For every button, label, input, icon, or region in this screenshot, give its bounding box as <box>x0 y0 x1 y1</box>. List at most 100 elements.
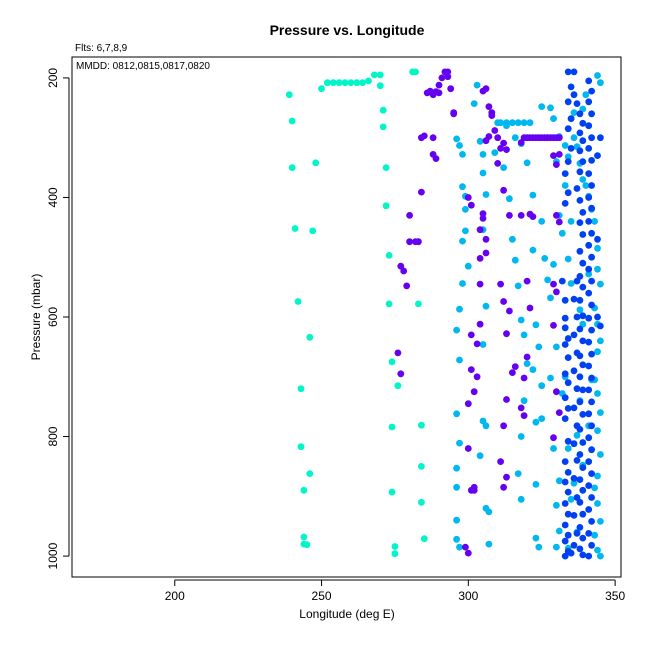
data-point <box>570 404 578 412</box>
data-point <box>535 543 543 551</box>
data-point <box>379 106 387 114</box>
data-point <box>464 262 472 270</box>
data-point <box>532 481 540 488</box>
y-tick-label: 200 <box>46 68 60 88</box>
data-point <box>585 265 593 273</box>
data-point <box>585 241 593 249</box>
data-point <box>588 87 595 95</box>
data-point <box>564 531 572 539</box>
data-point <box>555 409 563 416</box>
data-point <box>594 427 601 434</box>
data-point <box>570 91 578 99</box>
data-point <box>561 324 569 332</box>
data-point <box>570 68 578 76</box>
data-point <box>359 79 366 87</box>
data-point <box>553 212 560 219</box>
data-point <box>588 398 595 406</box>
data-point <box>585 482 593 489</box>
y-axis: 200 400 600 800 1000 <box>46 68 70 569</box>
data-point <box>329 79 337 87</box>
data-point <box>347 79 355 87</box>
data-point <box>420 132 428 140</box>
data-point <box>497 145 504 152</box>
data-point <box>558 229 566 237</box>
data-point <box>585 194 593 201</box>
data-point <box>567 218 575 225</box>
data-point <box>576 524 584 531</box>
data-point <box>482 137 490 145</box>
data-point <box>585 410 593 418</box>
data-point <box>523 360 531 367</box>
data-point <box>591 531 598 539</box>
x-tick-label: 300 <box>458 589 478 603</box>
data-point <box>585 77 593 85</box>
data-point <box>470 388 478 396</box>
data-point <box>482 85 490 93</box>
data-point <box>438 74 446 82</box>
chart-annotation: MMDD: 0812,0815,0817,0820 <box>76 61 210 72</box>
data-point <box>564 437 572 445</box>
data-point <box>385 252 393 259</box>
data-point <box>553 501 560 509</box>
data-point <box>597 280 604 288</box>
series-0 <box>285 68 428 558</box>
data-point <box>561 394 569 402</box>
data-point <box>579 337 587 345</box>
data-point <box>453 483 460 491</box>
data-point <box>388 423 396 431</box>
data-point <box>500 164 507 172</box>
data-point <box>550 152 557 160</box>
data-point <box>476 320 484 328</box>
data-point <box>418 463 425 470</box>
data-point <box>415 300 422 308</box>
data-point <box>318 85 325 93</box>
data-point <box>435 89 443 97</box>
data-point <box>503 330 510 338</box>
data-point <box>579 137 587 145</box>
data-point <box>462 543 469 551</box>
data-point <box>597 134 604 142</box>
data-point <box>514 119 522 127</box>
data-point <box>594 500 601 507</box>
data-point <box>555 151 563 158</box>
data-point <box>573 277 581 285</box>
data-point <box>388 488 396 496</box>
data-point <box>561 537 569 545</box>
data-point <box>376 71 384 79</box>
data-point <box>376 82 384 90</box>
data-point <box>482 302 490 310</box>
data-point <box>597 552 604 560</box>
data-point <box>594 235 601 243</box>
data-point <box>579 534 587 542</box>
data-point <box>473 81 481 89</box>
data-point <box>500 483 507 491</box>
data-point <box>588 494 595 501</box>
data-point <box>579 312 587 320</box>
data-point <box>561 296 569 304</box>
data-point <box>288 164 296 172</box>
data-point <box>456 543 463 551</box>
data-point <box>585 98 593 106</box>
data-point <box>547 374 554 382</box>
data-point <box>500 186 507 194</box>
data-point <box>491 149 499 157</box>
data-point <box>526 304 534 312</box>
data-point <box>432 155 440 163</box>
data-point <box>456 356 463 364</box>
data-point <box>561 314 569 322</box>
data-point <box>382 202 390 210</box>
data-point <box>429 134 437 142</box>
data-point <box>300 486 308 494</box>
data-point <box>462 227 469 235</box>
data-point <box>503 396 510 403</box>
data-point <box>576 197 584 204</box>
data-point <box>538 218 546 225</box>
data-point <box>553 288 560 296</box>
data-point <box>517 404 525 412</box>
data-point <box>514 470 522 477</box>
data-point <box>585 289 593 297</box>
data-point <box>418 188 425 196</box>
data-point <box>482 249 490 257</box>
